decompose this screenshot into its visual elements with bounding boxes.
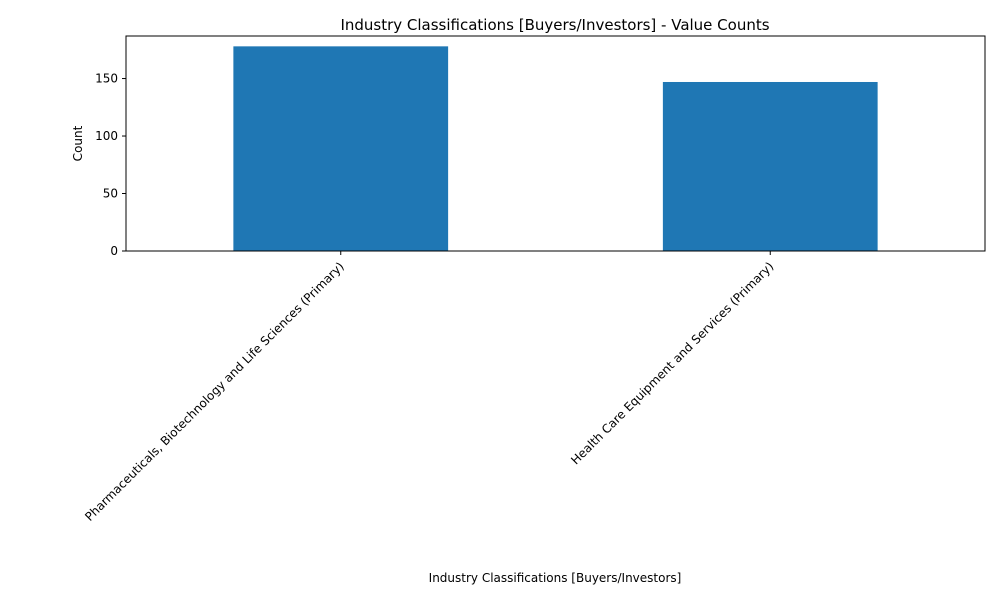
- x-tick-label-1: Pharmaceuticals, Biotechnology and Life …: [82, 259, 347, 524]
- bar-2: [662, 81, 878, 251]
- y-tick-label-2: 50: [103, 187, 118, 201]
- y-tick-label-3: 100: [95, 129, 118, 143]
- bars-group: [233, 46, 878, 251]
- y-tick-label-4: 150: [95, 72, 118, 86]
- x-axis: Pharmaceuticals, Biotechnology and Life …: [82, 251, 776, 524]
- plot-frame: [125, 35, 986, 252]
- y-tick-label-1: 0: [110, 244, 118, 258]
- x-tick-label-2: Health Care Equipment and Services (Prim…: [568, 259, 776, 467]
- x-axis-label: Industry Classifications [Buyers/Investo…: [429, 571, 682, 585]
- y-axis-label: Count: [71, 125, 85, 161]
- y-axis: 0 50 100 150: [95, 72, 126, 258]
- chart-title: Industry Classifications [Buyers/Investo…: [340, 16, 769, 34]
- bar-1: [233, 46, 449, 251]
